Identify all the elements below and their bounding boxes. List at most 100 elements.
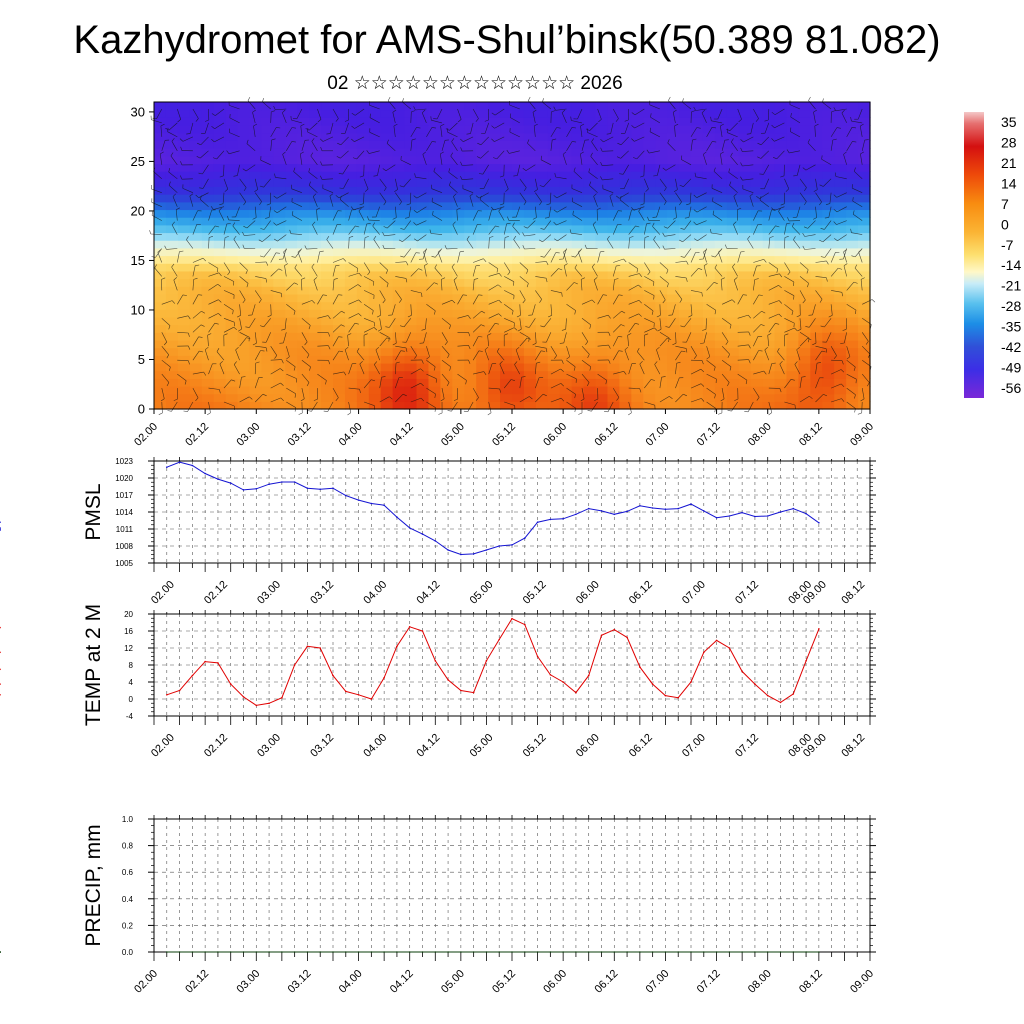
wind-barb-flag <box>720 151 724 155</box>
wind-barb <box>619 199 629 207</box>
wind-barb <box>612 210 619 221</box>
heatmap-cell <box>321 278 334 287</box>
wind-barb <box>309 122 318 131</box>
wind-barb <box>805 164 816 171</box>
wind-barb <box>857 108 863 120</box>
heatmap-cell <box>261 309 274 318</box>
wind-barb-flag <box>252 109 256 113</box>
heatmap-cell <box>368 102 382 111</box>
wind-barb <box>170 155 178 165</box>
wind-barb-flag <box>554 173 556 178</box>
wind-barb-flag <box>740 162 743 167</box>
heatmap-cell <box>285 362 298 372</box>
data-point <box>281 481 283 483</box>
heatmap-cell <box>333 286 346 295</box>
heatmap-cell <box>571 370 585 379</box>
wind-barb <box>161 359 171 368</box>
wind-barb-flag <box>478 336 483 338</box>
wind-barb-flag <box>276 127 281 129</box>
wind-barb-flag <box>805 326 810 328</box>
wind-barb-flag <box>729 181 732 186</box>
heatmap-cell <box>607 125 620 134</box>
wind-barb <box>277 206 287 214</box>
heatmap-cell <box>786 316 799 326</box>
wind-barb <box>550 397 562 403</box>
heatmap-cell <box>500 171 513 180</box>
wind-barb-flag <box>182 294 187 296</box>
wind-barb-flag <box>791 311 794 316</box>
heatmap-cell <box>691 232 704 241</box>
wind-barb-flag <box>571 255 576 258</box>
heatmap-cell <box>440 140 453 149</box>
heatmap-cell <box>333 140 346 149</box>
wind-barb-flag <box>350 206 354 210</box>
heatmap-cell <box>297 301 310 310</box>
x-tick-label: 02.00 <box>149 579 177 607</box>
heatmap-cell <box>213 109 227 118</box>
wind-barb-flag <box>278 268 283 271</box>
heatmap-cell <box>368 347 382 356</box>
wind-barb-flag <box>364 188 369 192</box>
wind-barb <box>301 300 313 305</box>
heatmap-cell <box>846 378 859 387</box>
heatmap-cell <box>607 293 620 303</box>
heatmap-cell <box>667 278 680 287</box>
heatmap-cell <box>547 186 561 195</box>
heatmap-cell <box>189 370 203 379</box>
heatmap-cell <box>762 232 776 241</box>
wind-barb-flag <box>273 105 276 110</box>
heatmap-cell <box>201 293 215 303</box>
wind-barb <box>543 178 552 188</box>
heatmap-cell <box>679 309 692 318</box>
wind-barb <box>593 279 598 291</box>
heatmap-cell <box>464 178 477 188</box>
wind-barb-flag <box>588 168 591 173</box>
wind-barb-flag <box>434 282 438 285</box>
y-tick-label: 1005 <box>115 559 133 568</box>
heatmap-cell <box>691 209 704 218</box>
heatmap-cell <box>655 347 668 356</box>
wind-barb <box>254 377 259 389</box>
wind-barb-flag <box>681 350 686 353</box>
wind-barb-flag <box>639 360 643 365</box>
heatmap-cell <box>714 332 728 341</box>
heatmap-cell <box>822 301 835 310</box>
colorbar-label: -14 <box>1001 257 1021 273</box>
data-point <box>217 478 219 480</box>
heatmap-cell <box>344 309 358 318</box>
wind-barb-flag <box>808 96 811 101</box>
wind-barb-flag <box>819 201 822 206</box>
heatmap-cell <box>786 401 799 410</box>
wind-barb-flag <box>846 356 851 360</box>
heatmap-cell <box>285 278 298 287</box>
wind-barb <box>706 401 716 409</box>
heatmap-cell <box>225 293 239 303</box>
heatmap-cell <box>404 140 418 149</box>
wind-barb-flag <box>198 172 203 175</box>
heatmap-cell <box>416 201 430 211</box>
wind-barb-flag <box>440 123 445 127</box>
heatmap-cell <box>631 163 644 172</box>
wind-barb <box>426 304 436 312</box>
heatmap-cell <box>404 278 418 287</box>
wind-barb <box>175 209 178 221</box>
wind-barb <box>659 178 667 188</box>
heatmap-cell <box>762 362 776 372</box>
heatmap-cell <box>834 247 847 257</box>
heatmap-cell <box>154 324 167 333</box>
heatmap-cell <box>464 393 477 402</box>
heatmap-cell <box>488 378 501 387</box>
wind-barb-flag <box>246 337 251 340</box>
heatmap-cell <box>691 385 704 395</box>
wind-barb <box>706 282 715 291</box>
wind-barb <box>332 387 339 398</box>
heatmap-cell <box>834 155 847 164</box>
heatmap-cell <box>273 232 286 241</box>
heatmap-cell <box>798 109 811 118</box>
heatmap-cell <box>440 278 453 287</box>
wind-barb <box>830 304 833 316</box>
wind-barb <box>854 267 863 277</box>
data-point <box>485 549 488 551</box>
wind-barb <box>172 196 178 207</box>
heatmap-cell <box>691 378 704 387</box>
